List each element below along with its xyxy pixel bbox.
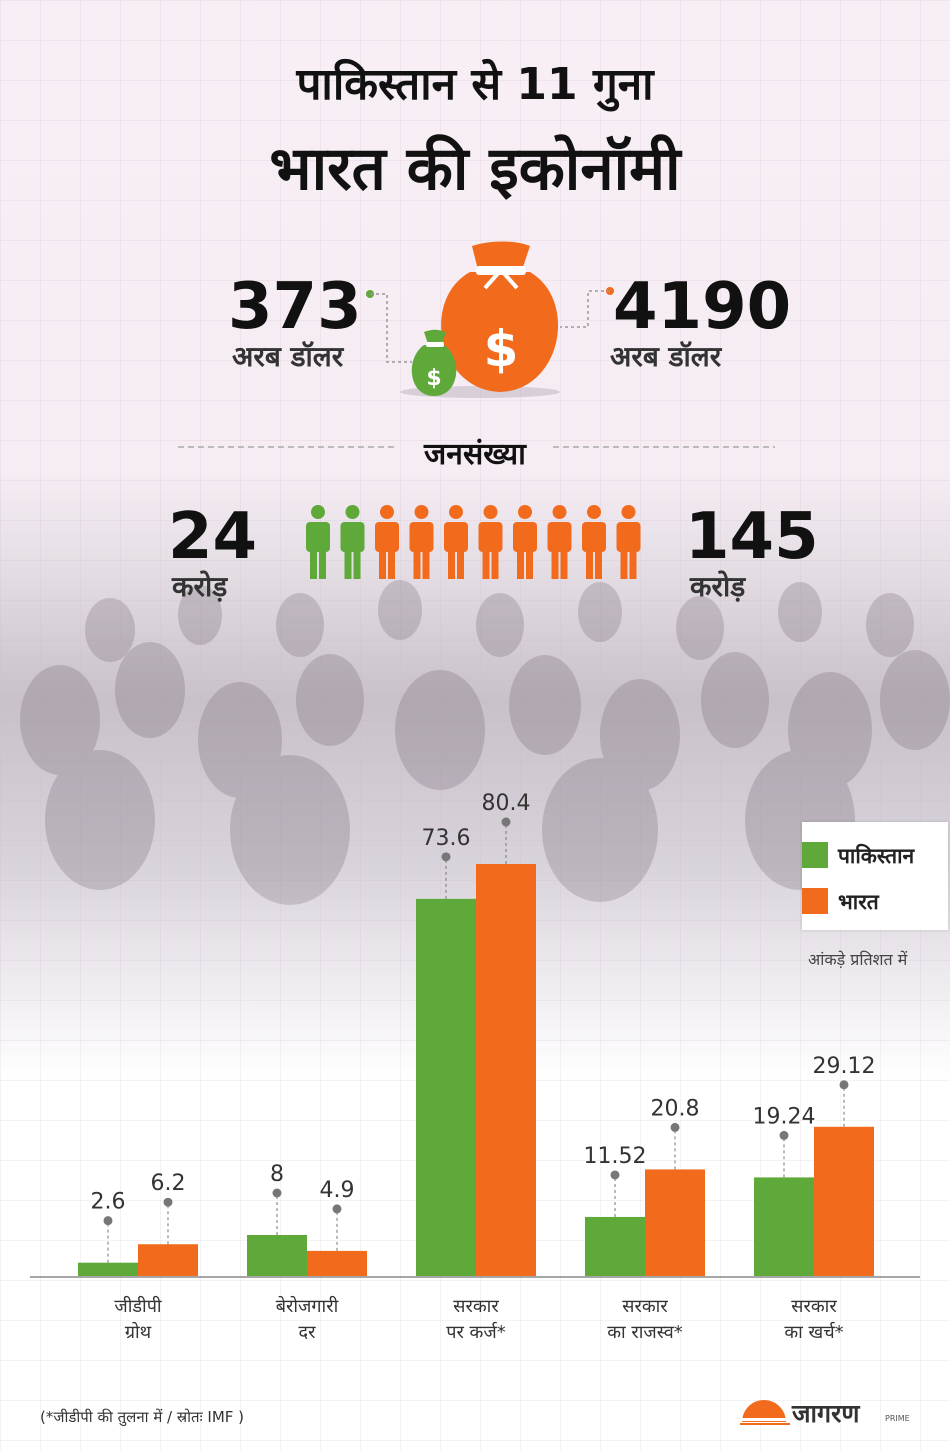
sun-logo-icon [740,1400,790,1425]
leader-dot [610,1170,620,1180]
bar-pakistan [585,1216,645,1276]
x-tick-label: सरकार [791,1296,837,1317]
crowd-background [20,580,950,905]
bar-pakistan [78,1262,138,1276]
person-icon [582,505,606,579]
leader-dot [441,852,451,862]
bar-india [645,1169,705,1276]
x-tick-label: का राजस्व* [607,1322,683,1343]
person-icon [547,505,572,579]
gdp-connector-lines [366,287,614,363]
bar-pakistan [754,1177,814,1276]
population-india-value: 145 [685,500,819,574]
population-pakistan-value: 24 [168,500,258,574]
x-tick-label: का खर्च* [784,1321,843,1343]
population-people-icons [306,505,641,579]
bar-chart: 2.6 6.2 जीडीपी ग्रोथ 8 4.9 बेरोजगारी दर 73.6 80.4… [30,791,920,1343]
legend-label-india: भारत [838,890,879,914]
person-icon [444,505,468,579]
bar-india [476,864,536,1276]
population-india-unit: करोड़ [690,570,746,603]
svg-text:$: $ [484,320,519,378]
leader-dot [670,1122,680,1132]
leader-dot [332,1204,342,1214]
x-tick-label: ग्रोथ [125,1321,152,1343]
bar-pakistan [416,898,476,1276]
person-icon [616,505,641,579]
bar-india [307,1250,367,1276]
money-bags-illustration: $ $ [366,241,614,398]
data-label: 2.6 [91,1190,126,1215]
leader-dot [779,1130,789,1140]
leader-dot [163,1197,173,1207]
data-label: 80.4 [482,791,531,816]
x-tick-label: सरकार [622,1296,668,1317]
bar-india [814,1126,874,1276]
title-line-1: पाकिस्तान से 11 गुना [296,59,654,110]
x-tick-label: दर [299,1322,317,1343]
x-tick-label: पर कर्ज* [446,1321,506,1343]
person-icon [478,505,503,579]
gdp-pakistan-unit: अरब डॉलर [232,340,344,373]
gdp-india-value: 4190 [613,270,792,344]
leader-dot [839,1080,849,1090]
leader-dot [501,817,511,827]
data-label: 29.12 [813,1054,876,1079]
data-label: 11.52 [584,1144,647,1169]
legend-swatch-pakistan [802,842,828,868]
data-label: 6.2 [151,1171,186,1196]
jagran-logo: जागरण PRIME [740,1392,910,1432]
data-label: 73.6 [422,826,471,851]
data-label: 19.24 [753,1104,816,1129]
legend-swatch-india [802,888,828,914]
leader-dot [272,1188,282,1198]
bar-pakistan [247,1235,307,1276]
logo-prime-label: PRIME [885,1414,910,1423]
bar-india [138,1244,198,1276]
percent-note: आंकड़े प्रतिशत में [808,950,908,969]
gdp-pakistan-value: 373 [228,270,362,344]
svg-text:$: $ [426,366,441,391]
gdp-india-unit: अरब डॉलर [610,340,722,373]
person-icon [513,505,537,579]
population-pakistan-unit: करोड़ [172,570,228,603]
person-icon [306,505,330,579]
data-label: 4.9 [320,1178,355,1203]
data-label: 20.8 [651,1096,700,1121]
chart-legend: पाकिस्तान भारत [802,822,948,930]
legend-label-pakistan: पाकिस्तान [838,844,915,868]
title-line-2: भारत की इकोनॉमी [269,134,681,204]
data-label: 8 [270,1162,284,1187]
logo-text: जागरण [792,1399,860,1428]
leader-dot [103,1216,113,1226]
section-divider [178,446,775,448]
footnote: (*जीडीपी की तुलना में / स्रोतः IMF ) [40,1408,245,1426]
person-icon [375,505,399,579]
x-tick-label: सरकार [453,1296,499,1317]
person-icon [340,505,365,579]
india-money-bag-icon: $ [441,241,559,392]
legend-item-india: भारत [802,886,948,916]
person-icon [409,505,434,579]
x-tick-label: बेरोजगारी [276,1295,339,1317]
x-tick-label: जीडीपी [114,1295,162,1317]
legend-item-pakistan: पाकिस्तान [802,840,948,870]
pakistan-money-bag-icon: $ [411,329,457,396]
population-title: जनसंख्या [424,437,526,472]
